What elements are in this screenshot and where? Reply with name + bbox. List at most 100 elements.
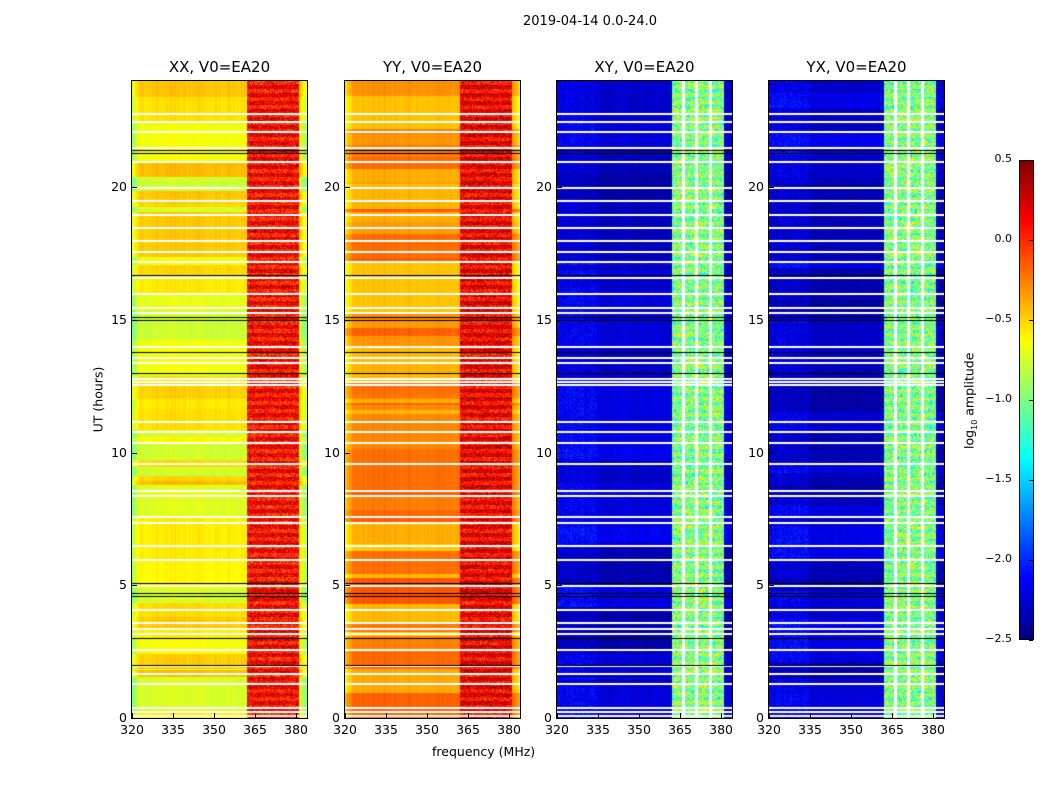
y-tick-label: 5 [119, 577, 127, 593]
x-tick-label: 380 [284, 722, 308, 737]
y-tick-label: 20 [748, 179, 764, 195]
colorbar-tick-label: −1.5 [985, 472, 1012, 485]
y-tick-mark [557, 585, 562, 587]
y-tick-mark [769, 187, 774, 189]
y-tick-label: 5 [332, 577, 340, 593]
x-tick-label: 350 [415, 722, 439, 737]
y-tick-label: 10 [748, 444, 764, 460]
x-tick-label: 365 [243, 722, 267, 737]
y-tick-mark [769, 319, 774, 321]
x-tick-mark [598, 713, 600, 718]
x-tick-mark [810, 713, 812, 718]
heatmap-image [557, 81, 732, 718]
heatmap-panel [768, 80, 945, 719]
x-tick-label: 365 [880, 722, 904, 737]
y-tick-label: 0 [119, 710, 127, 725]
y-axis-label: UT (hours) [90, 366, 106, 433]
heatmap-image [132, 81, 307, 718]
colorbar-tick-mark [1029, 160, 1033, 161]
y-tick-mark [557, 319, 562, 321]
y-tick-mark [769, 718, 774, 719]
colorbar-tick-label: −2.5 [985, 632, 1012, 645]
y-tick-label: 20 [536, 179, 552, 195]
x-tick-label: 335 [586, 722, 610, 737]
colorbar [1019, 160, 1034, 640]
colorbar-label: log10 amplitude [961, 352, 979, 449]
x-tick-mark [557, 713, 558, 718]
x-tick-label: 380 [921, 722, 945, 737]
x-tick-mark [173, 713, 175, 718]
x-tick-label: 335 [374, 722, 398, 737]
y-tick-mark [557, 718, 562, 719]
x-tick-label: 320 [120, 722, 144, 737]
y-tick-mark [345, 718, 350, 719]
heatmap-image [769, 81, 944, 718]
panel-title: YY, V0=EA20 [382, 58, 483, 76]
y-tick-mark [132, 319, 137, 321]
colorbar-tick-label: 0.5 [994, 152, 1013, 165]
y-tick-label: 0 [332, 710, 340, 725]
x-tick-label: 335 [798, 722, 822, 737]
y-tick-mark [345, 187, 350, 189]
x-tick-mark [892, 713, 894, 718]
x-tick-mark [386, 713, 388, 718]
x-tick-mark [509, 713, 511, 718]
y-tick-label: 5 [544, 577, 552, 593]
x-tick-mark [132, 713, 133, 718]
colorbar-tick-label: −1.0 [985, 392, 1012, 405]
y-tick-mark [769, 585, 774, 587]
colorbar-tick-label: −2.0 [985, 552, 1012, 565]
x-tick-mark [468, 713, 470, 718]
x-tick-label: 320 [757, 722, 781, 737]
x-tick-mark [933, 713, 935, 718]
y-tick-mark [557, 452, 562, 454]
y-tick-label: 10 [111, 444, 127, 460]
y-tick-label: 0 [544, 710, 552, 725]
y-tick-label: 15 [748, 311, 764, 327]
heatmap-panel [131, 80, 308, 719]
x-tick-label: 380 [709, 722, 733, 737]
x-tick-mark [721, 713, 723, 718]
colorbar-tick-mark [1029, 480, 1033, 481]
x-tick-label: 365 [668, 722, 692, 737]
y-tick-label: 20 [324, 179, 340, 195]
y-tick-mark [345, 319, 350, 321]
colorbar-tick-label: −0.5 [985, 312, 1012, 325]
y-tick-label: 20 [111, 179, 127, 195]
y-tick-label: 10 [324, 444, 340, 460]
x-tick-mark [296, 713, 298, 718]
colorbar-tick-mark [1029, 240, 1033, 241]
heatmap-panel [344, 80, 521, 719]
heatmap-image [345, 81, 520, 718]
panel-title: XX, V0=EA20 [168, 58, 271, 76]
x-tick-label: 350 [202, 722, 226, 737]
y-tick-mark [132, 452, 137, 454]
figure-title: 2019-04-14 0.0-24.0 [523, 14, 657, 29]
x-tick-mark [769, 713, 770, 718]
y-tick-label: 15 [324, 311, 340, 327]
colorbar-tick-mark [1029, 400, 1033, 401]
x-tick-label: 350 [627, 722, 651, 737]
y-tick-mark [557, 187, 562, 189]
x-tick-mark [680, 713, 682, 718]
x-tick-mark [255, 713, 257, 718]
colorbar-tick-mark [1029, 320, 1033, 321]
y-tick-mark [132, 585, 137, 587]
x-tick-mark [345, 713, 346, 718]
colorbar-tick-label: 0.0 [994, 232, 1013, 245]
x-tick-label: 350 [839, 722, 863, 737]
y-tick-label: 15 [111, 311, 127, 327]
y-tick-label: 15 [536, 311, 552, 327]
y-tick-label: 5 [756, 577, 764, 593]
x-axis-label: frequency (MHz) [432, 744, 536, 759]
y-tick-label: 10 [536, 444, 552, 460]
colorbar-tick-mark [1029, 640, 1033, 641]
y-tick-mark [769, 452, 774, 454]
y-tick-label: 0 [756, 710, 764, 725]
x-tick-label: 320 [333, 722, 357, 737]
x-tick-mark [639, 713, 641, 718]
x-tick-label: 380 [497, 722, 521, 737]
x-tick-mark [427, 713, 429, 718]
y-tick-mark [345, 585, 350, 587]
x-tick-mark [214, 713, 216, 718]
